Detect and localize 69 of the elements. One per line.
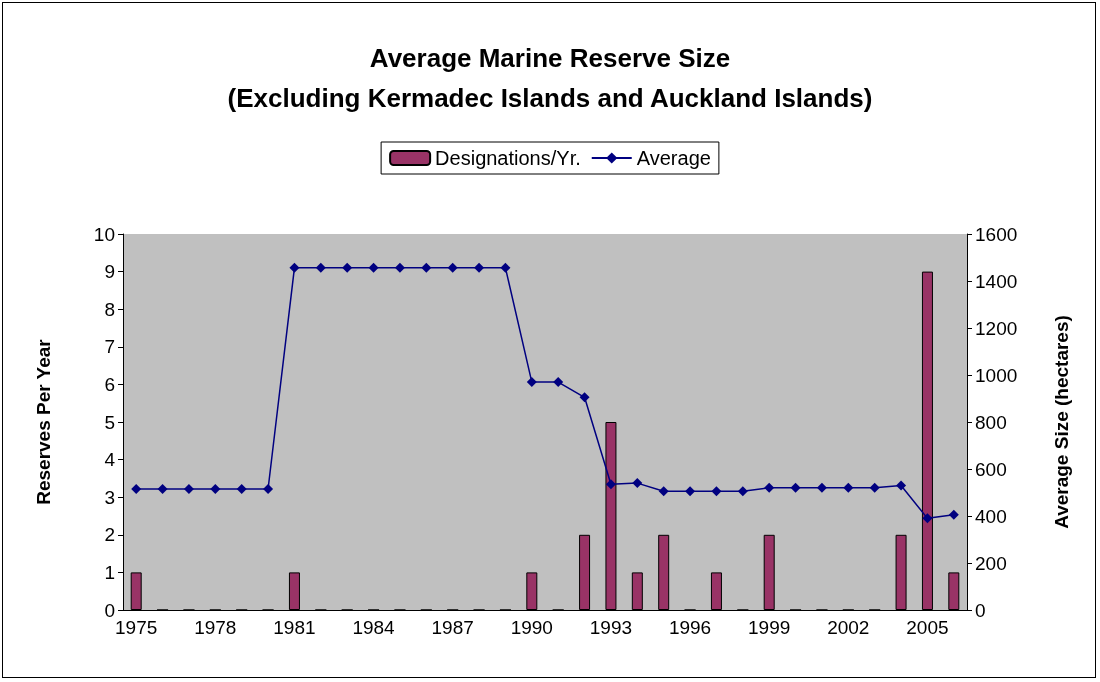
y-tick-label: 0	[104, 599, 115, 621]
y2-tick-label: 400	[975, 505, 1007, 527]
point	[157, 483, 168, 494]
x-tick-label: 1978	[194, 617, 237, 638]
y-tick-label: 3	[104, 486, 115, 508]
y-tick-label: 10	[93, 223, 115, 245]
y-tick-label: 8	[104, 298, 115, 320]
point	[263, 483, 274, 494]
point	[210, 483, 221, 494]
point	[711, 486, 722, 497]
y-tick-label: 9	[104, 261, 115, 283]
y-tick-label: 4	[104, 449, 116, 471]
y2-tick-label: 200	[975, 552, 1007, 574]
y-tick-label: 6	[104, 373, 115, 395]
y-tick-label: 1	[104, 561, 115, 583]
point	[605, 479, 616, 490]
point	[579, 392, 590, 403]
y2-tick-label: 1200	[975, 317, 1018, 339]
y-tick-label: 7	[104, 336, 115, 358]
point	[315, 262, 326, 273]
y2-tick-label: 600	[975, 458, 1007, 480]
y-axis-title: Reserves Per Year	[33, 338, 54, 505]
x-tick-label: 1999	[748, 617, 791, 638]
point	[816, 482, 827, 493]
point	[342, 262, 353, 273]
point	[394, 262, 405, 273]
x-tick-label: 1975	[115, 617, 158, 638]
x-tick-label: 2002	[827, 617, 870, 638]
x-tick-label: 1993	[589, 617, 633, 638]
chart-title: Average Marine Reserve Size	[369, 43, 731, 73]
x-tick-label: 1987	[431, 617, 474, 638]
y2-tick-label: 1600	[975, 223, 1018, 245]
point	[790, 482, 801, 493]
point	[368, 262, 379, 273]
x-tick-label: 2005	[906, 617, 949, 638]
y2-tick-label: 800	[975, 411, 1007, 433]
point	[447, 262, 458, 273]
point	[764, 482, 775, 493]
point	[737, 486, 748, 497]
y2-axis-title: Average Size (hectares)	[1051, 315, 1072, 529]
y2-tick-label: 1000	[975, 364, 1018, 386]
x-tick-label: 1996	[668, 617, 712, 638]
y2-tick-label: 0	[975, 599, 986, 621]
point	[526, 377, 537, 388]
point	[236, 483, 247, 494]
point	[685, 486, 696, 497]
point	[474, 262, 485, 273]
point	[843, 482, 854, 493]
point	[896, 480, 907, 491]
point	[632, 478, 643, 489]
point	[922, 513, 933, 524]
y2-tick-label: 1400	[975, 270, 1018, 292]
point	[500, 262, 511, 273]
legend-label: Designations/Yr.	[435, 147, 581, 169]
point	[948, 509, 959, 520]
point	[183, 483, 194, 494]
point	[658, 486, 669, 497]
chart-subtitle: (Excluding Kermadec Islands and Auckland Islands)	[227, 83, 873, 113]
x-tick-label: 1990	[510, 617, 553, 638]
y-tick-label: 5	[104, 411, 115, 433]
x-tick-label: 1981	[273, 617, 316, 638]
point	[869, 482, 880, 493]
point	[289, 262, 300, 273]
point	[421, 262, 432, 273]
point	[131, 483, 142, 494]
legend-label: Average	[636, 147, 711, 169]
point	[553, 377, 564, 388]
x-tick-label: 1984	[352, 617, 396, 638]
y-tick-label: 2	[104, 524, 115, 546]
